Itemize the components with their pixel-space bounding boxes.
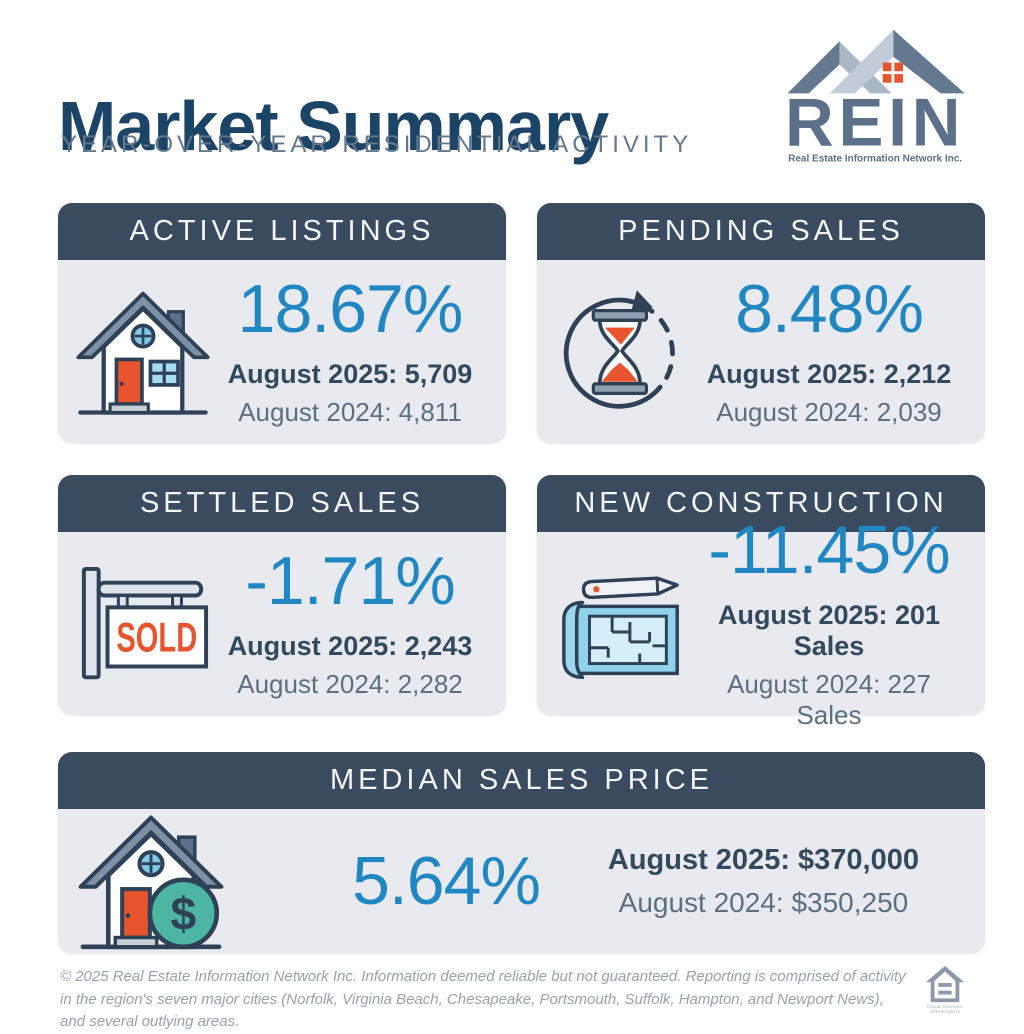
pen-icon [581,576,679,600]
rein-roof-icon: REIN Real Estate Information Network Inc… [785,29,965,165]
equal-housing-house-icon [925,965,965,1003]
card-title: ACTIVE LISTINGS [58,203,506,260]
card-pending-sales: PENDING SALES 8.48% August 2025: 2,212 A… [537,203,985,443]
card-active-listings: ACTIVE LISTINGS 18.67% [58,203,506,443]
percent-value: 18.67% [237,271,464,347]
percent-value: -11.45% [708,512,950,588]
percent-value: 5.64% [352,843,541,919]
page-title: Market Summary [58,86,609,165]
card-title: MEDIAN SALES PRICE [58,752,985,809]
disclaimer-text: © 2025 Real Estate Information Network I… [60,968,906,1030]
house-dollar-icon: $ [76,810,226,952]
card-title: NEW CONSTRUCTION [537,475,985,532]
blueprint-icon [553,549,691,699]
sold-sign-icon: SOLD [74,549,212,699]
stat-current: August 2025: $370,000 [607,843,919,876]
hourglass-cycle-icon [553,277,691,427]
equal-housing-label: EQUAL HOUSING OPPORTUNITY [927,1004,963,1014]
svg-text:$: $ [170,887,196,939]
page-subtitle: YEAR-OVER-YEAR RESIDENTIAL ACTIVITY [61,131,693,158]
stat-current: August 2025: 2,212 [706,359,952,389]
logo-name: REIN [785,85,965,160]
stat-previous: August 2024: 2,282 [237,669,463,699]
stat-current: August 2025: 201 Sales [717,600,941,661]
card-settled-sales: SETTLED SALES SOLD -1.71% August 2025: 2… [58,475,506,715]
logo-tagline: Real Estate Information Network Inc. [788,154,962,165]
stat-previous: August 2024: 227 Sales [727,669,931,730]
percent-value: -1.71% [245,543,455,619]
card-title: PENDING SALES [537,203,985,260]
stat-current: August 2025: 5,709 [227,359,473,389]
equal-housing-logo: EQUAL HOUSING OPPORTUNITY [920,963,970,1015]
stat-previous: August 2024: 4,811 [238,397,462,427]
stat-previous: August 2024: $350,250 [618,886,909,918]
dollar-coin-icon: $ [147,877,220,950]
card-title: SETTLED SALES [58,475,506,532]
stat-previous: August 2024: 2,039 [716,397,942,427]
logo-window-icon [882,62,904,83]
card-new-construction: NEW CONSTRUCTION -11.45% August 202 [537,475,985,730]
card-median-sales-price: MEDIAN SALES PRICE $ [58,752,985,953]
percent-value: 8.48% [735,271,924,347]
sold-sign-text: SOLD [116,615,197,661]
stat-current: August 2025: 2,243 [227,631,473,661]
house-icon [74,277,212,427]
rein-logo: REIN Real Estate Information Network Inc… [781,24,975,180]
